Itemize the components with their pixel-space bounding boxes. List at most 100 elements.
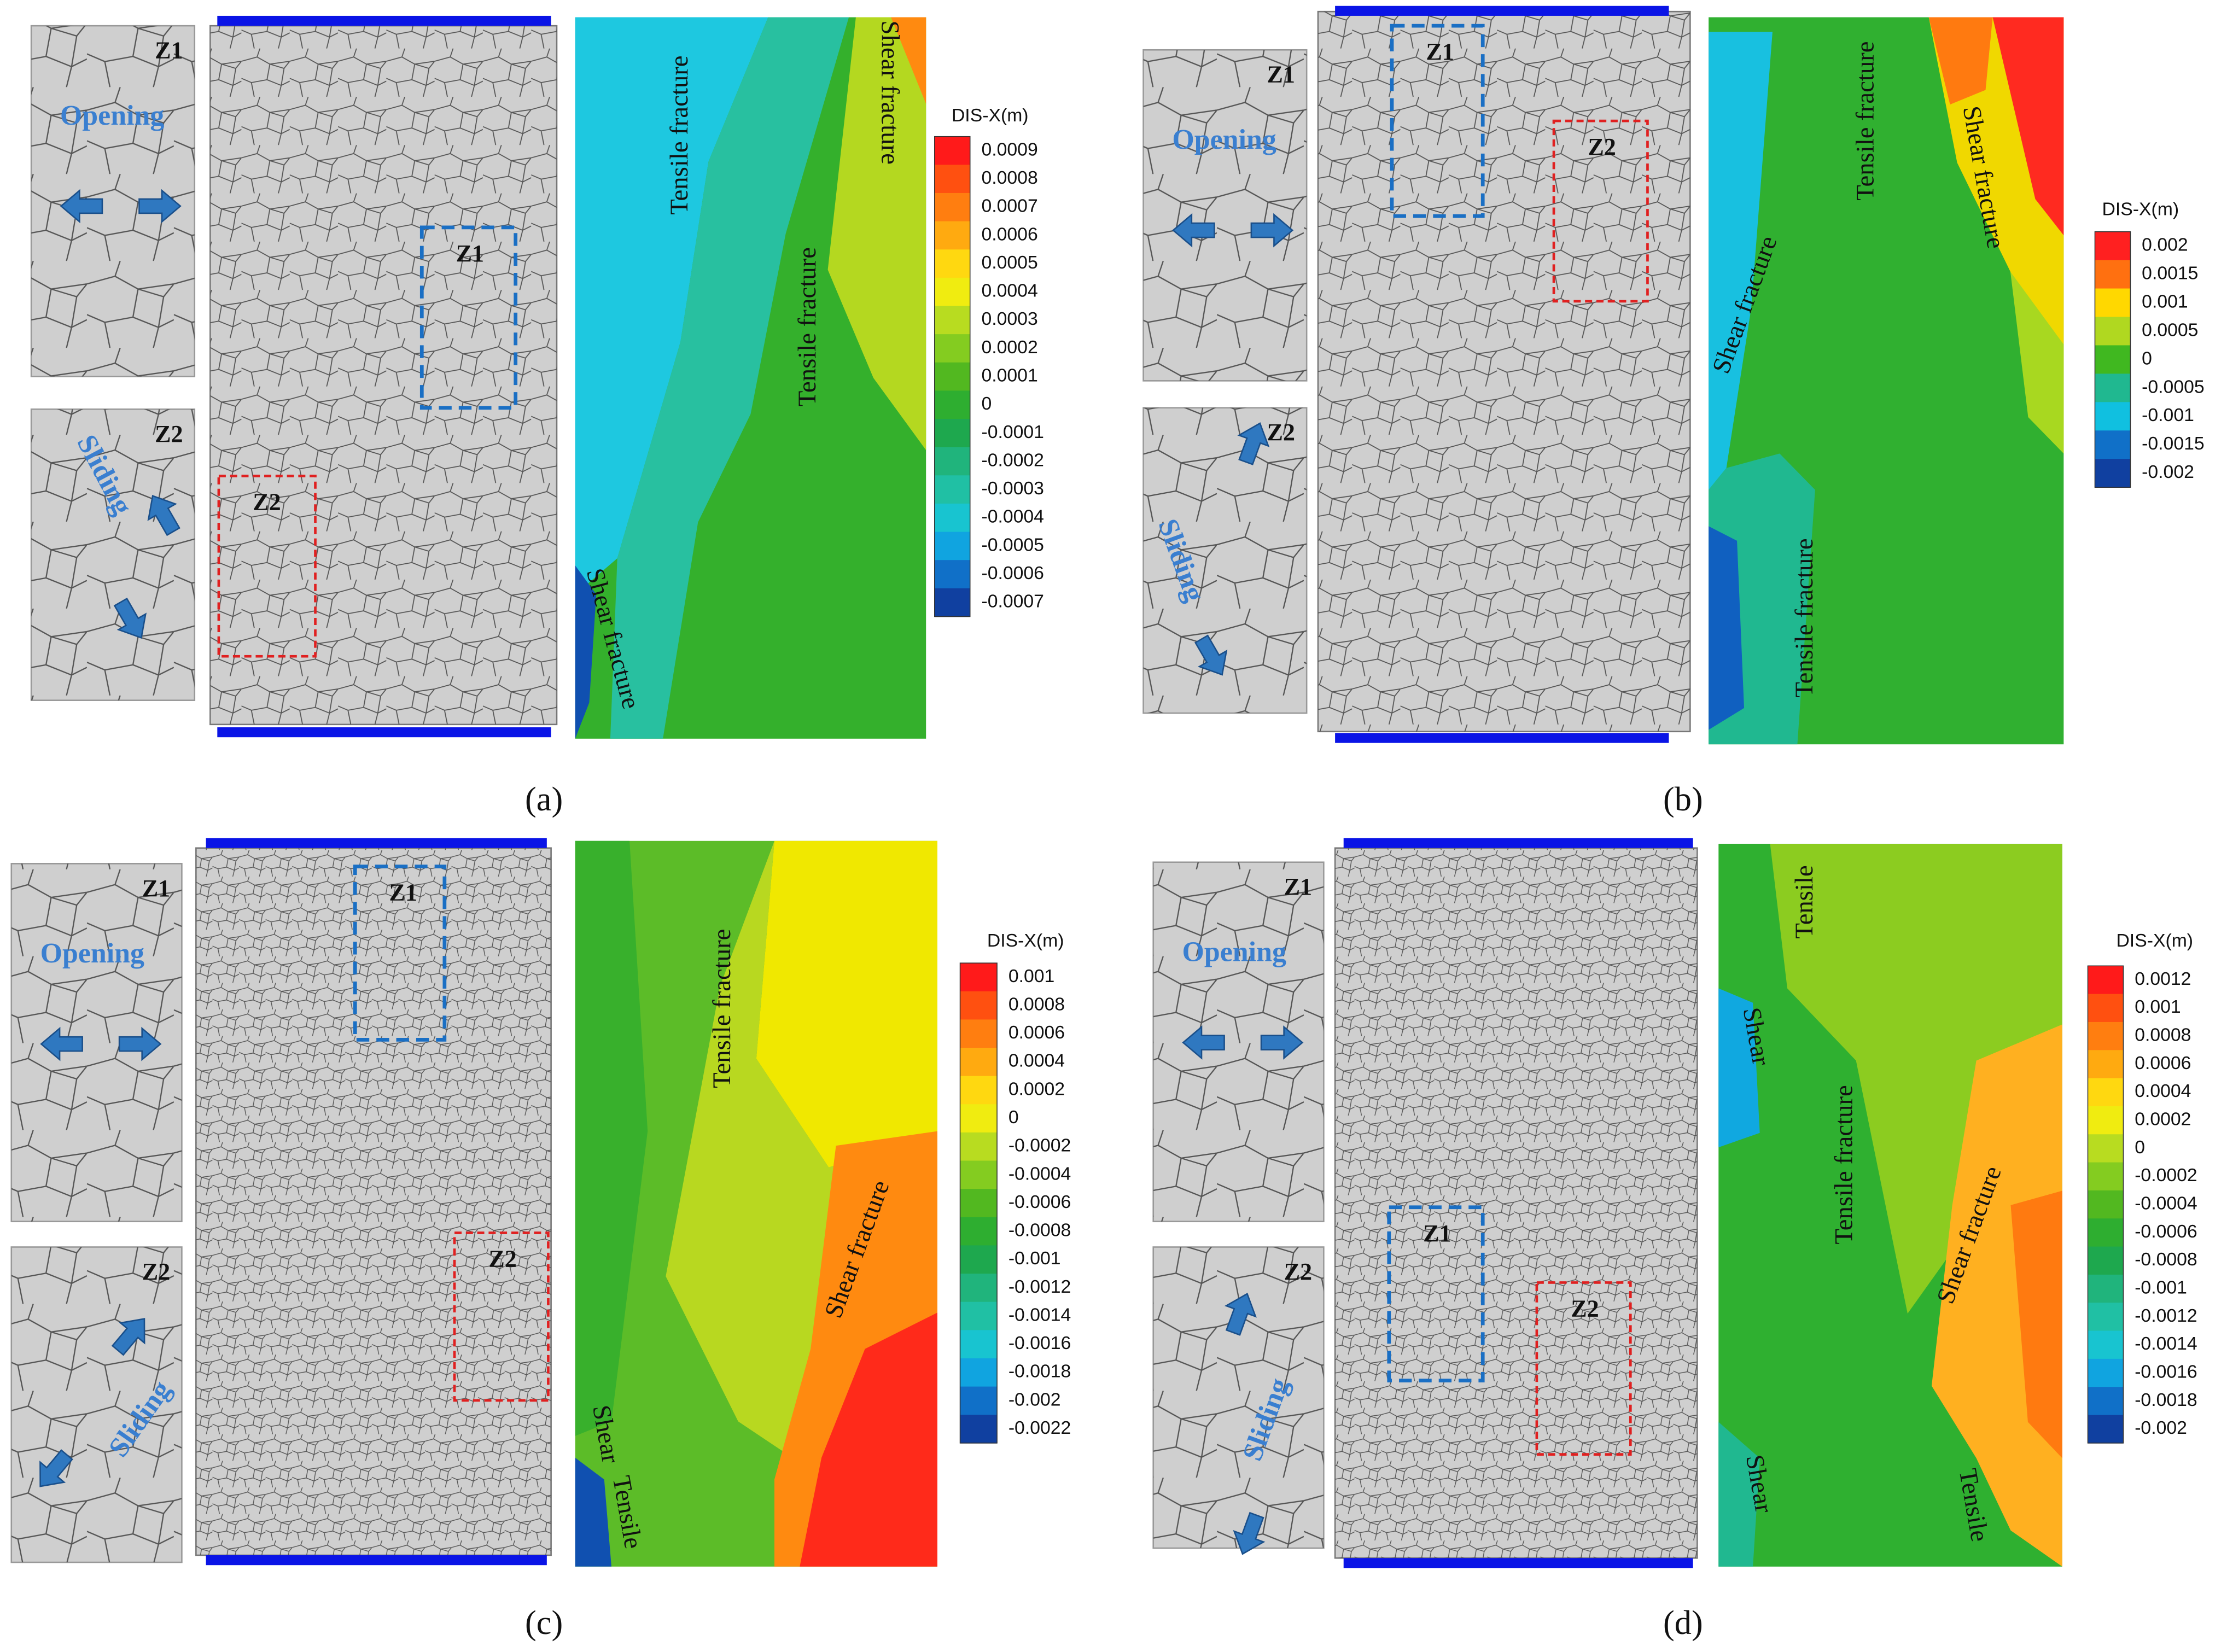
colorbar-title: DIS-X(m) (2102, 199, 2179, 220)
contour-region (756, 840, 937, 1168)
arrow (1194, 634, 1228, 676)
colorbar-segment (2088, 1106, 2124, 1135)
colorbar-label: 0.0009 (981, 139, 1037, 160)
arrow (118, 1026, 162, 1061)
colorbar-title: DIS-X(m) (952, 105, 1029, 126)
colorbar-label: -0.0002 (2135, 1165, 2197, 1186)
zone-box (217, 475, 317, 658)
colorbar-label: 0.0008 (1008, 994, 1065, 1014)
loading-plate (217, 727, 551, 738)
colorbar-label: -0.0022 (1008, 1417, 1071, 1438)
colorbar-segment (960, 1245, 998, 1274)
colorbar-segment (2088, 1078, 2124, 1107)
colorbar-label: 0.0008 (981, 167, 1037, 188)
colorbar-segment (2095, 402, 2131, 431)
colorbar-segment (934, 165, 970, 194)
zone-label: Z1 (1267, 61, 1295, 88)
inset-mesh (1143, 50, 1307, 381)
colorbar-label: -0.0006 (2135, 1221, 2197, 1242)
colorbar-label: 0.001 (2135, 996, 2181, 1017)
colorbar-label: 0.0004 (1008, 1050, 1065, 1071)
contour-region (1718, 988, 1760, 1148)
loading-plate (217, 15, 551, 26)
colorbar-frame (2094, 231, 2131, 488)
zone-box (1390, 24, 1485, 218)
fracture-label: Tensile fracture (708, 929, 736, 1088)
colorbar-label: 0.0005 (981, 252, 1037, 273)
inset-mesh (11, 1247, 182, 1563)
colorbar-segment (2088, 1303, 2124, 1332)
colorbar-label: 0.001 (2142, 291, 2188, 312)
zone-box (353, 865, 447, 1042)
contour-region (2010, 271, 2064, 454)
colorbar-label: 0.0002 (981, 337, 1037, 358)
arrow (138, 189, 182, 224)
arrow (1224, 1293, 1257, 1336)
loading-plate (206, 838, 547, 848)
colorbar-segment (960, 1358, 998, 1387)
colorbar-label: 0.0002 (2135, 1109, 2191, 1130)
colorbar-segment (960, 1330, 998, 1359)
zone-box-label: Z1 (1423, 1220, 1451, 1247)
fracture-label: Tensile fracture (1790, 538, 1818, 697)
colorbar-label: -0.0018 (2135, 1390, 2197, 1410)
specimen-mesh (1335, 848, 1698, 1558)
colorbar-segment (2095, 459, 2131, 488)
colorbar-label: 0.0006 (1008, 1022, 1065, 1043)
colorbar-label: 0.0005 (2142, 319, 2198, 340)
arrow (40, 1026, 83, 1061)
zone-box-label: Z2 (1571, 1295, 1599, 1322)
colorbar-label: 0.0008 (2135, 1025, 2191, 1046)
colorbar-segment (960, 1048, 998, 1077)
contour-region (1709, 32, 1773, 490)
colorbar-frame (934, 136, 971, 617)
colorbar-segment (934, 503, 970, 533)
colorbar-segment (934, 419, 970, 448)
fracture-label: Tensile fracture (793, 247, 821, 406)
panel-label: (a) (525, 780, 563, 818)
colorbar-segment (2088, 1021, 2124, 1051)
panel-label: (c) (525, 1604, 563, 1642)
arrow (60, 189, 103, 224)
colorbar-label: -0.0002 (981, 450, 1043, 470)
colorbar-segment (2095, 260, 2131, 289)
fracture-label: Shear fracture (876, 20, 904, 164)
loading-plate (1343, 1558, 1693, 1568)
contour-region (2010, 1190, 2062, 1458)
colorbar-segment (934, 362, 970, 392)
fracture-label: Tensile fracture (665, 55, 693, 214)
colorbar-label: -0.0006 (1008, 1192, 1071, 1212)
colorbar-label: -0.002 (2135, 1417, 2187, 1438)
colorbar-segment (2088, 1190, 2124, 1219)
colorbar-segment (2088, 1134, 2124, 1163)
colorbar-label: -0.0001 (981, 422, 1043, 442)
arrow (1182, 1025, 1225, 1060)
colorbar-label: -0.0007 (981, 591, 1043, 612)
colorbar-segment (960, 1104, 998, 1133)
zone-label: Z2 (155, 421, 183, 447)
inset-mesh (1153, 1247, 1324, 1549)
zone-box (1552, 119, 1649, 303)
mode-label: Opening (1172, 124, 1276, 155)
colorbar-segment (960, 1076, 998, 1105)
colorbar-label: 0.0002 (1008, 1078, 1065, 1099)
colorbar-segment (960, 1160, 998, 1189)
colorbar-segment (2095, 317, 2131, 346)
colorbar-label: 0.0007 (981, 196, 1037, 217)
colorbar-label: 0 (1008, 1107, 1019, 1128)
colorbar-title: DIS-X(m) (987, 930, 1064, 951)
colorbar-label: -0.0008 (2135, 1249, 2197, 1270)
contour-region (575, 17, 768, 594)
zone-label: Z1 (1284, 873, 1313, 900)
mode-label: Opening (60, 100, 164, 131)
colorbar-label: -0.002 (2142, 462, 2194, 482)
colorbar-label: 0.001 (1008, 966, 1054, 986)
colorbar-segment (934, 475, 970, 504)
colorbar-label: -0.0002 (1008, 1135, 1071, 1156)
colorbar-segment (934, 588, 970, 617)
contour-region (666, 840, 937, 1458)
colorbar-label: 0 (2142, 348, 2152, 369)
colorbar-segment (2088, 1050, 2124, 1079)
loading-plate (1335, 5, 1669, 16)
